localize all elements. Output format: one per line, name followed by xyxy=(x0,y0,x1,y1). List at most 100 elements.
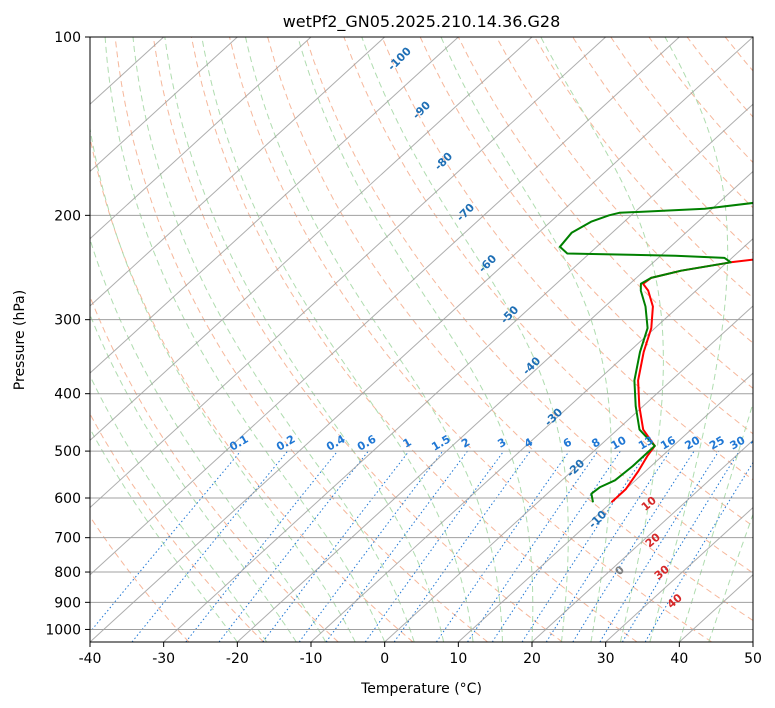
moist-adiabat-line xyxy=(649,37,729,642)
moist-adiabat-line xyxy=(361,37,569,642)
mixing-ratio-label: 36 xyxy=(748,433,768,452)
dry-adiabat-line xyxy=(90,295,339,642)
isotherm-line xyxy=(310,237,753,642)
y-tick-label: 400 xyxy=(54,387,81,403)
dry-adiabat-line xyxy=(114,37,488,642)
moist-adiabat-line xyxy=(90,427,238,642)
isotherm-line xyxy=(752,641,753,642)
dry-adiabat-line xyxy=(152,37,563,642)
moist-adiabat-label: -80 xyxy=(432,150,455,173)
mixing-ratio-label: 25 xyxy=(707,434,727,453)
chart-title: wetPf2_GN05.2025.210.14.36.G28 xyxy=(283,12,561,32)
mixing-ratio-label: 20 xyxy=(682,433,702,452)
y-tick-label: 800 xyxy=(54,565,81,581)
y-axis-label: Pressure (hPa) xyxy=(12,290,28,390)
dry-adiabat-line xyxy=(495,37,753,344)
x-tick-label: 50 xyxy=(744,651,762,667)
moist-adiabat-line xyxy=(245,37,503,642)
dry-adiabat-line xyxy=(610,37,753,209)
moist-adiabat-line xyxy=(104,37,386,642)
mixing-ratio-label: 0.6 xyxy=(355,432,379,453)
isotherm-line xyxy=(384,305,753,642)
dry-adiabat-line xyxy=(534,37,753,299)
mixing-ratio-line xyxy=(90,450,242,633)
mixing-ratio-label: 10 xyxy=(609,433,629,452)
y-tick-label: 1000 xyxy=(45,622,81,638)
dry-adiabat-label: 10 xyxy=(639,494,659,514)
moist-adiabat-line xyxy=(297,37,534,642)
moist-adiabat-label: 0 xyxy=(612,563,627,578)
x-tick-label: -30 xyxy=(152,651,175,667)
moist-adiabat-line xyxy=(201,37,474,642)
moist-adiabat-line xyxy=(678,401,753,642)
moist-adiabat-label: -100 xyxy=(385,44,414,73)
isotherm-line xyxy=(457,372,753,642)
y-tick-label: 700 xyxy=(54,531,81,547)
mixing-ratio-label: 2 xyxy=(459,436,472,451)
isotherm-line xyxy=(90,37,312,240)
moist-adiabat-line xyxy=(90,237,327,642)
dry-adiabat-line xyxy=(419,37,753,435)
isotherm-line xyxy=(605,506,753,642)
dry-adiabat-line xyxy=(267,37,753,622)
moist-adiabat-label: -70 xyxy=(454,201,477,224)
x-axis-label: Temperature (°C) xyxy=(360,681,482,697)
y-tick-label: 900 xyxy=(54,595,81,611)
dry-adiabat-line xyxy=(343,37,753,527)
mixing-ratio-label: 1 xyxy=(401,436,414,451)
mixing-ratio-line xyxy=(599,450,720,642)
mixing-ratio-lines xyxy=(90,450,753,642)
x-tick-label: 0 xyxy=(380,651,389,667)
mixing-ratio-line xyxy=(218,450,369,642)
x-axis-ticks: -40 -30 -20 -10 0 10 20 30 40 50 xyxy=(79,642,762,667)
isotherm-line xyxy=(531,439,753,642)
dry-adiabat-label: 40 xyxy=(665,591,685,611)
dry-adiabat-line xyxy=(763,37,775,642)
y-tick-label: 300 xyxy=(54,313,81,329)
mixing-ratio-line xyxy=(262,450,410,642)
dry-adiabat-label: 20 xyxy=(643,530,663,550)
x-tick-label: 40 xyxy=(670,651,688,667)
mixing-ratio-line xyxy=(298,450,444,642)
dry-adiabat-line xyxy=(90,515,190,642)
mixing-ratio-line xyxy=(131,450,288,642)
mixing-ratio-line xyxy=(325,450,468,642)
mixing-ratio-label: 0.4 xyxy=(324,432,348,453)
x-tick-label: 30 xyxy=(597,651,615,667)
x-tick-label: 20 xyxy=(523,651,541,667)
x-tick-label: -20 xyxy=(226,651,249,667)
mixing-ratio-label: 16 xyxy=(658,433,678,452)
dry-adiabat-line xyxy=(648,37,753,164)
dewpoint-profile-line xyxy=(558,201,753,503)
y-tick-label: 600 xyxy=(54,491,81,507)
moist-adiabat-line xyxy=(540,37,664,642)
mixing-ratio-line xyxy=(545,450,671,642)
x-tick-label: -10 xyxy=(300,651,323,667)
y-axis-ticks: 1000 900 800 700 600 500 400 300 200 100 xyxy=(45,30,90,638)
sounding-lines xyxy=(558,201,753,504)
x-tick-label: 10 xyxy=(449,651,467,667)
mixing-ratio-label: 30 xyxy=(728,433,748,452)
mixing-ratio-line xyxy=(491,450,621,642)
isotherm-line xyxy=(236,170,753,642)
moist-adiabat-line xyxy=(90,374,268,642)
mixing-ratio-label: 0.1 xyxy=(227,433,250,454)
dry-adiabat-line xyxy=(686,37,753,118)
dry-adiabat-line xyxy=(90,135,414,642)
isotherms xyxy=(90,37,753,642)
mixing-ratio-label: 0.2 xyxy=(274,433,297,454)
isotherm-line xyxy=(90,37,459,374)
moist-adiabat-line xyxy=(708,513,753,642)
dry-adiabat-line xyxy=(190,37,638,642)
dry-adiabat-label: 30 xyxy=(652,562,672,582)
moist-adiabat-label: -90 xyxy=(410,98,433,121)
moist-adiabat-label: -30 xyxy=(542,405,565,428)
y-tick-label: 200 xyxy=(54,208,81,224)
isotherm-line xyxy=(90,37,680,576)
moist-adiabat-label: -50 xyxy=(498,303,521,326)
isopleth-labels: 0.1 0.2 0.4 0.6 1 1.5 2 3 4 6 8 10 13 16 20 25 30 36-100-… xyxy=(227,44,768,611)
mixing-ratio-line xyxy=(621,450,740,642)
mixing-ratio-line xyxy=(521,450,649,642)
mixing-ratio-line xyxy=(467,450,599,642)
